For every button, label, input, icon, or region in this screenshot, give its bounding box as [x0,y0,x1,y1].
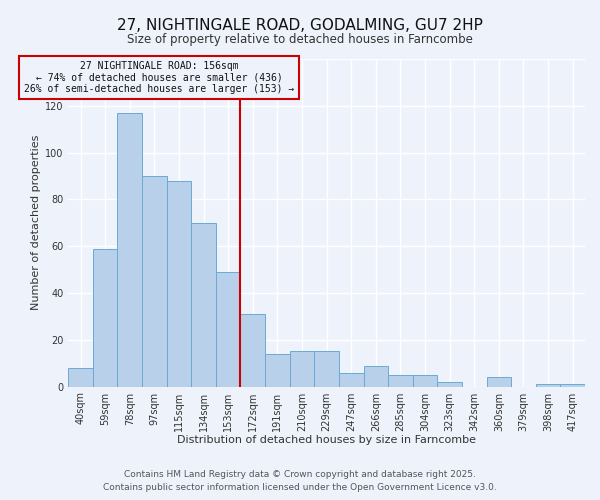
X-axis label: Distribution of detached houses by size in Farncombe: Distribution of detached houses by size … [177,435,476,445]
Bar [118,113,142,386]
Bar [388,375,413,386]
Y-axis label: Number of detached properties: Number of detached properties [31,135,41,310]
Bar [314,352,339,386]
Bar [487,377,511,386]
Text: 27, NIGHTINGALE ROAD, GODALMING, GU7 2HP: 27, NIGHTINGALE ROAD, GODALMING, GU7 2HP [117,18,483,32]
Bar [68,368,93,386]
Text: 27 NIGHTINGALE ROAD: 156sqm
← 74% of detached houses are smaller (436)
26% of se: 27 NIGHTINGALE ROAD: 156sqm ← 74% of det… [24,61,295,94]
Bar [290,352,314,386]
Bar [142,176,167,386]
Bar [536,384,560,386]
Bar [413,375,437,386]
Bar [437,382,462,386]
Text: Contains HM Land Registry data © Crown copyright and database right 2025.
Contai: Contains HM Land Registry data © Crown c… [103,470,497,492]
Bar [191,223,216,386]
Bar [93,248,118,386]
Bar [216,272,241,386]
Bar [241,314,265,386]
Bar [265,354,290,386]
Text: Size of property relative to detached houses in Farncombe: Size of property relative to detached ho… [127,32,473,46]
Bar [364,366,388,386]
Bar [167,180,191,386]
Bar [339,372,364,386]
Bar [560,384,585,386]
